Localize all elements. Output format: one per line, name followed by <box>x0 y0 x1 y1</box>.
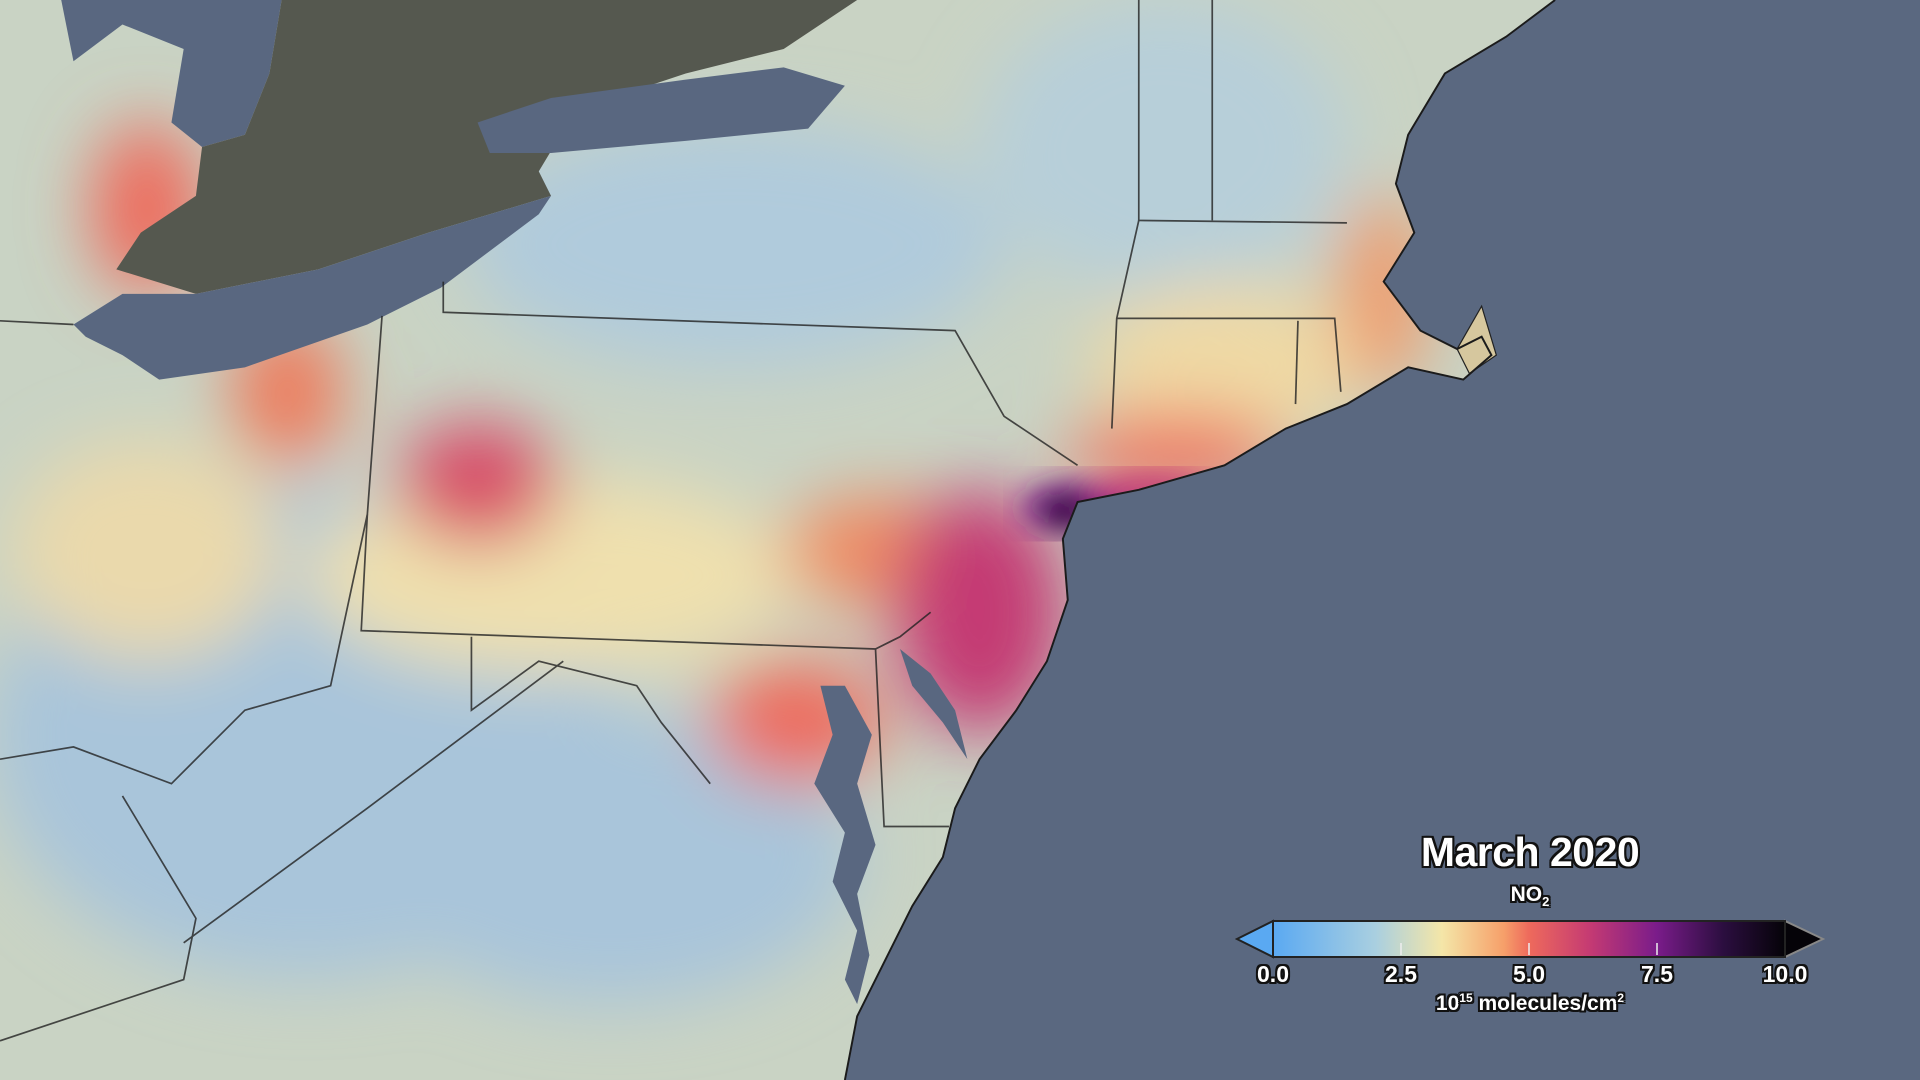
parameter-subscript: 2 <box>1542 894 1550 910</box>
lake-erie <box>73 195 552 380</box>
unit-exponent-2: 2 <box>1617 991 1625 1005</box>
colorbar <box>1235 919 1825 959</box>
legend-title: March 2020 <box>1420 829 1640 875</box>
canada-ontario <box>116 0 858 294</box>
colorbar-low-extend <box>1235 919 1274 959</box>
legend-unit: 1015 molecules/cm2 <box>1230 991 1830 1016</box>
legend-parameter: NO2 <box>1230 883 1830 909</box>
unit-base: 10 <box>1435 992 1460 1015</box>
unit-exponent: 15 <box>1459 991 1473 1005</box>
parameter-text: NO <box>1510 883 1543 906</box>
lake-huron <box>61 0 282 147</box>
colorbar-tick-label: 10.0 <box>1762 961 1808 987</box>
coastline <box>843 0 1556 1080</box>
delaware-bay <box>900 648 968 760</box>
state-borders <box>0 0 1347 1042</box>
colorbar-legend: March 2020 NO2 0.0 2.5 5.0 7.5 10.0 1015 mol… <box>1230 825 1830 1025</box>
lake-ontario <box>477 67 845 154</box>
colorbar-tick-label: 2.5 <box>1385 961 1417 987</box>
chesapeake-bay <box>814 685 876 1005</box>
colorbar-high-extend <box>1784 919 1825 959</box>
colorbar-tick-label: 0.0 <box>1257 961 1289 987</box>
colorbar-tick-label: 5.0 <box>1513 961 1545 987</box>
colorbar-tick-label: 7.5 <box>1641 961 1673 987</box>
unit-text: molecules/cm <box>1472 992 1618 1015</box>
